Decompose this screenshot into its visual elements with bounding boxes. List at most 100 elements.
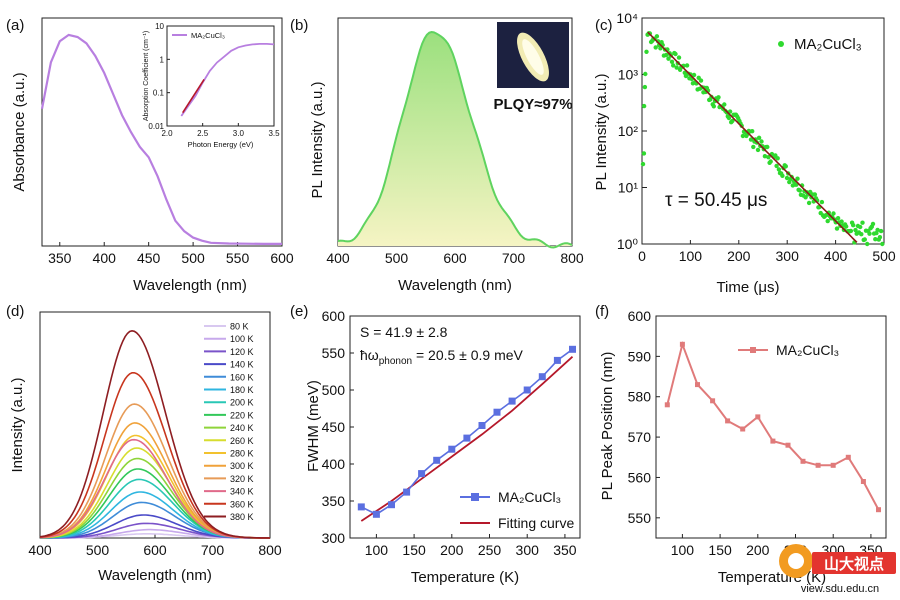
c-ytick-label: 10³	[618, 67, 639, 83]
c-data-point	[750, 129, 755, 134]
c-data-point	[848, 228, 854, 234]
c-data-point	[780, 173, 785, 178]
d-legend-label: 360 K	[230, 499, 254, 509]
e-legend-label-1: MA₂CuCl₃	[498, 489, 561, 505]
crystal-photo	[497, 22, 569, 88]
c-xtick-label: 100	[679, 248, 703, 264]
c-data-point	[698, 78, 704, 83]
b-area-fill	[338, 32, 572, 248]
f-ytick-label: 590	[628, 348, 652, 364]
f-data-point	[679, 341, 685, 347]
f-data-point	[710, 398, 716, 404]
c-data-point	[858, 224, 863, 230]
c-data-point	[730, 118, 735, 124]
e-xtick-label: 300	[516, 542, 540, 558]
f-xtick-label: 100	[671, 542, 695, 558]
f-data-point	[755, 414, 761, 420]
c-data-point	[673, 51, 678, 57]
e-ytick-label: 350	[322, 493, 346, 509]
c-legend-marker	[778, 41, 784, 47]
a-inset-xlabel: Photon Energy (eV)	[188, 140, 254, 149]
c-data-point	[860, 220, 865, 225]
c-data-point	[642, 84, 648, 90]
c-ytick-label: 10¹	[618, 180, 639, 196]
d-xtick-label: 500	[86, 542, 110, 558]
c-data-point	[853, 227, 858, 233]
f-data-point	[695, 382, 700, 388]
panel-label-c: (c)	[595, 17, 613, 34]
d-xtick-label: 700	[201, 542, 225, 558]
c-data-point	[865, 241, 870, 247]
c-data-point	[641, 151, 647, 156]
c-data-point	[812, 192, 818, 197]
c-data-point	[756, 135, 762, 140]
d-legend-label: 120 K	[230, 347, 254, 357]
c-data-point	[819, 199, 825, 205]
d-legend-label: 260 K	[230, 436, 254, 446]
e-xtick-label: 100	[365, 542, 389, 558]
e-data-point	[388, 501, 395, 509]
d-legend-label: 300 K	[230, 461, 254, 471]
a-xtick-label: 350	[48, 250, 72, 266]
a-inset-xtick-label: 2.0	[161, 129, 173, 138]
c-data-point	[664, 52, 669, 58]
c-data-point	[653, 45, 658, 50]
c-data-point	[740, 133, 746, 139]
e-ytick-label: 400	[322, 456, 346, 472]
e-data-point	[553, 356, 561, 364]
e-legend-label-2: Fitting curve	[498, 515, 574, 531]
c-data-point	[877, 235, 883, 240]
tau-annotation: τ = 50.45 μs	[665, 190, 767, 211]
c-data-point	[669, 59, 675, 64]
e-data-point	[433, 456, 441, 464]
panel-label-f: (f)	[595, 303, 609, 320]
e-data-point	[357, 503, 365, 511]
d-legend-label: 240 K	[230, 423, 254, 433]
e-ytick-label: 500	[322, 382, 346, 398]
d-legend-label: 200 K	[230, 398, 254, 408]
d-legend-label: 340 K	[230, 487, 254, 497]
e-legend-marker-1	[471, 493, 479, 501]
f-data-point	[860, 479, 866, 484]
a-xlabel: Wavelength (nm)	[133, 277, 247, 294]
d-legend-label: 140 K	[230, 360, 254, 370]
d-xtick-label: 800	[258, 542, 282, 558]
d-xtick-label: 600	[143, 542, 167, 558]
f-data-point	[770, 438, 776, 444]
c-data-point	[666, 56, 671, 61]
c-data-point	[762, 154, 768, 159]
f-data-point	[785, 442, 791, 448]
panel-label-a: (a)	[6, 17, 24, 34]
f-legend-label: MA₂CuCl₃	[776, 342, 839, 358]
e-data-point	[448, 445, 456, 453]
c-xtick-label: 200	[727, 248, 751, 264]
e-xtick-label: 200	[440, 542, 464, 558]
a-inset-legend-label: MA₂CuCl₃	[191, 31, 225, 40]
e-data-point	[569, 345, 576, 353]
c-data-point	[640, 161, 646, 167]
c-fit-line	[647, 31, 858, 243]
a-inset-ytick-label: 0.1	[153, 89, 165, 98]
a-frame	[41, 17, 283, 247]
panel-label-e: (e)	[290, 303, 308, 320]
e-data-point	[478, 422, 486, 429]
watermark-text: 山大视点	[824, 555, 884, 573]
c-data-point	[834, 226, 840, 231]
e-ytick-label: 600	[322, 308, 346, 324]
e-data-point	[493, 408, 501, 416]
f-data-point	[830, 462, 836, 468]
c-data-point	[671, 63, 676, 68]
c-legend-label: MA₂CuCl₃	[794, 36, 862, 53]
c-ytick-label: 10⁰	[617, 236, 639, 252]
a-inset-ylabel: Absorption Coefficient (cm⁻¹)	[143, 31, 150, 121]
e-data-point	[418, 470, 426, 478]
e-annotation-phonon: ħωphonon = 20.5 ± 0.9 meV	[360, 347, 524, 367]
c-data-point	[722, 102, 727, 107]
d-legend-label: 320 K	[230, 474, 254, 484]
watermark-url: view.sdu.edu.cn	[801, 583, 879, 595]
e-data-point	[403, 488, 411, 496]
e-data-point	[508, 397, 516, 405]
f-data-point	[876, 507, 881, 513]
c-xtick-label: 400	[824, 248, 848, 264]
f-ytick-label: 580	[628, 389, 652, 405]
